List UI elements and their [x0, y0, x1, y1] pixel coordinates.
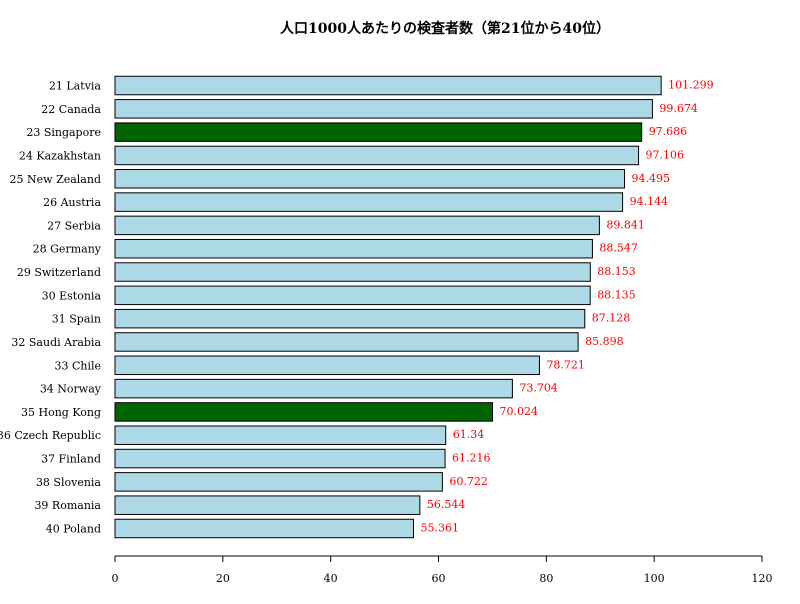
category-label: 31 Spain [52, 313, 101, 326]
value-label: 55.361 [420, 522, 459, 535]
bar [114, 75, 662, 96]
bars-group [114, 75, 662, 539]
bar [114, 145, 640, 166]
category-label: 24 Kazakhstan [19, 149, 101, 162]
category-label: 26 Austria [43, 196, 101, 209]
bar [114, 378, 513, 399]
value-label: 85.898 [585, 335, 624, 348]
x-tick-label: 120 [752, 572, 773, 585]
bar [114, 99, 653, 119]
category-label: 35 Hong Kong [21, 406, 101, 419]
value-label: 61.216 [452, 452, 491, 465]
bar [114, 122, 643, 142]
x-tick-label: 60 [432, 572, 446, 585]
value-label: 97.686 [649, 125, 688, 138]
category-label: 30 Estonia [42, 289, 102, 302]
value-label: 89.841 [606, 218, 645, 231]
bar [114, 192, 624, 212]
value-label: 99.674 [659, 102, 698, 115]
category-label: 25 New Zealand [10, 173, 101, 186]
bar [114, 448, 446, 469]
x-tick-label: 100 [644, 572, 665, 585]
value-label: 101.299 [668, 79, 714, 92]
value-label: 70.024 [500, 405, 539, 418]
x-tick-label: 80 [539, 572, 553, 585]
x-tick-label: 40 [324, 572, 338, 585]
bar [114, 285, 591, 306]
category-label: 36 Czech Republic [0, 429, 101, 442]
value-label: 88.153 [597, 265, 636, 278]
bar [114, 169, 625, 189]
bar [114, 355, 540, 376]
category-label: 38 Slovenia [36, 476, 101, 489]
bar [114, 402, 494, 422]
category-label: 29 Switzerland [17, 266, 101, 279]
value-label: 87.128 [592, 312, 631, 325]
value-label: 94.495 [631, 172, 670, 185]
value-label: 73.704 [519, 382, 558, 395]
value-label: 56.544 [427, 498, 466, 511]
category-labels-group: 21 Latvia 22 Canada 23 Singapore 24 Kazakhs… [0, 80, 102, 536]
category-label: 39 Romania [34, 499, 101, 512]
value-label: 97.106 [646, 148, 685, 161]
x-tick-label: 20 [216, 572, 230, 585]
chart-title: 人口1000人あたりの検査者数（第21位から40位） [280, 20, 610, 37]
bar [114, 425, 447, 445]
category-label: 27 Serbia [47, 219, 101, 232]
category-label: 23 Singapore [26, 126, 101, 139]
value-label: 94.144 [630, 195, 669, 208]
category-label: 40 Poland [46, 523, 101, 536]
value-labels-group: 101.299 99.674 97.686 97.106 94.495 94.144 89.… [420, 79, 713, 535]
category-label: 33 Chile [54, 359, 101, 372]
bar [114, 238, 593, 259]
value-label: 88.547 [599, 242, 638, 255]
category-label: 37 Finland [41, 453, 101, 466]
bar [114, 332, 579, 352]
bar [114, 308, 586, 329]
value-label: 60.722 [449, 475, 488, 488]
category-label: 28 Germany [33, 243, 102, 256]
value-label: 88.135 [597, 288, 636, 301]
category-label: 21 Latvia [49, 80, 102, 93]
bar [114, 495, 421, 515]
value-label: 78.721 [546, 358, 585, 371]
bar [114, 215, 600, 236]
category-label: 34 Norway [40, 383, 102, 396]
bar [114, 518, 414, 539]
value-label: 61.34 [453, 428, 485, 441]
x-axis: 0 20 40 60 80 100 120 [112, 555, 773, 585]
x-tick-label: 0 [112, 572, 119, 585]
category-label: 32 Saudi Arabia [11, 336, 101, 349]
bar [114, 262, 591, 282]
category-label: 22 Canada [41, 103, 101, 116]
bar [114, 472, 443, 492]
